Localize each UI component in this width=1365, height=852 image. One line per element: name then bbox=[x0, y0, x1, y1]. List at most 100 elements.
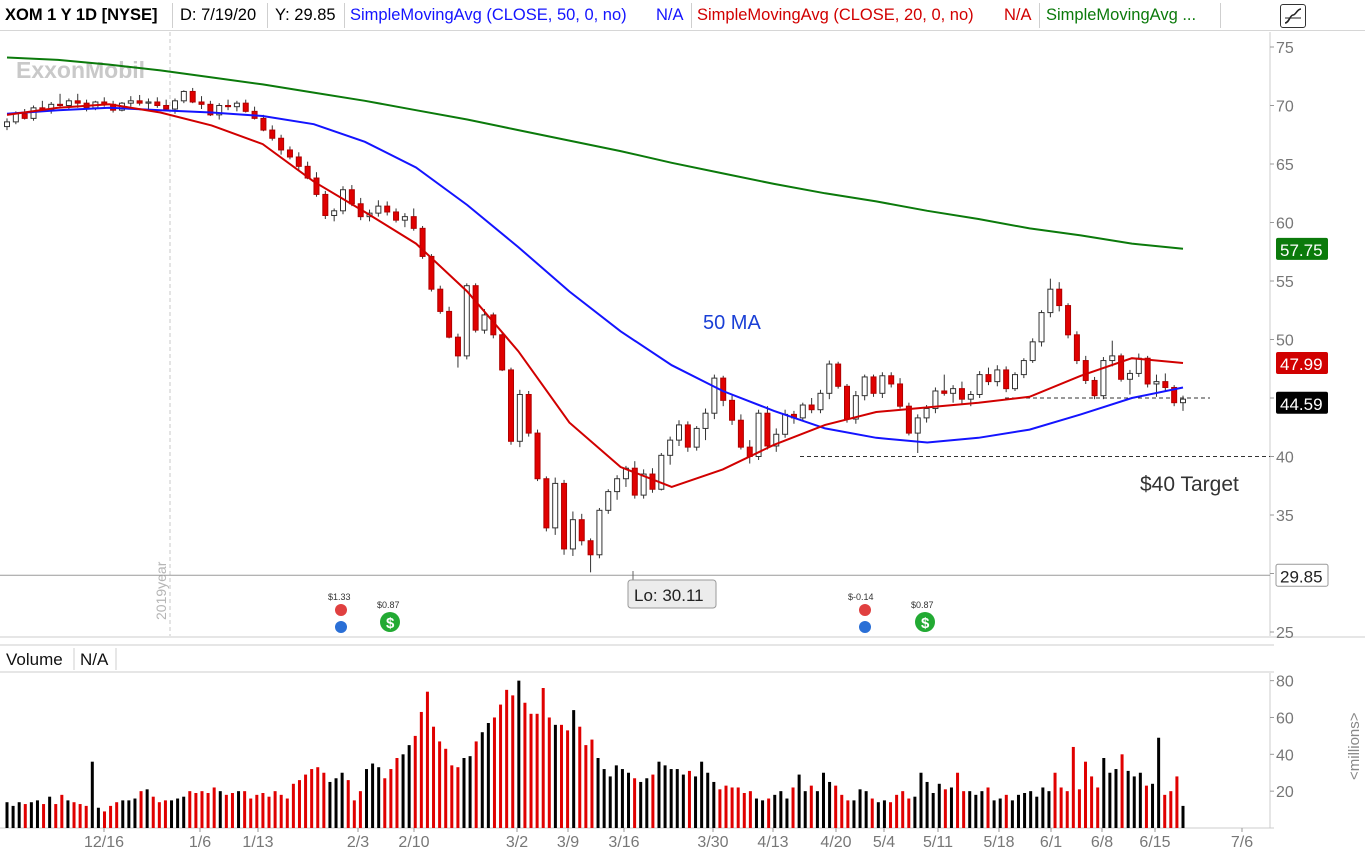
volume-bar bbox=[499, 704, 503, 828]
candle-down bbox=[808, 404, 815, 411]
sma20-study-label[interactable]: SimpleMovingAvg (CLOSE, 20, 0, no) bbox=[697, 6, 974, 24]
volume-bar bbox=[803, 791, 807, 828]
volume-bar bbox=[1077, 789, 1081, 828]
volume-bar bbox=[1090, 776, 1094, 828]
candle-down bbox=[260, 117, 267, 131]
candle-down bbox=[764, 412, 771, 447]
target-annotation: $40 Target bbox=[1140, 473, 1239, 496]
dividend-icon-glyph: $ bbox=[386, 615, 395, 632]
volume-bar bbox=[614, 765, 618, 828]
candle-up bbox=[1126, 372, 1133, 380]
candle-down bbox=[897, 383, 904, 407]
volume-bar bbox=[809, 785, 813, 828]
candle-up bbox=[331, 210, 338, 216]
dividend-value-label: $0.87 bbox=[377, 600, 400, 610]
volume-bar bbox=[212, 787, 216, 828]
volume-bar bbox=[694, 776, 698, 828]
volume-bar bbox=[590, 739, 594, 828]
time-tick-label: 3/2 bbox=[506, 834, 528, 851]
date-readout: D: 7/19/20 bbox=[180, 6, 257, 24]
volume-bar bbox=[529, 713, 533, 828]
volume-bar bbox=[170, 800, 174, 828]
volume-bar bbox=[444, 748, 448, 828]
volume-bar bbox=[754, 798, 758, 828]
chart-style-button[interactable] bbox=[1280, 4, 1306, 28]
candle-down bbox=[941, 390, 948, 394]
volume-bar bbox=[882, 800, 886, 828]
candle-down bbox=[905, 405, 912, 434]
candle-down bbox=[578, 519, 585, 542]
candle-up bbox=[923, 408, 930, 419]
candle-up bbox=[516, 393, 523, 442]
volume-bar bbox=[858, 789, 862, 828]
symbol-label[interactable]: XOM 1 Y 1D [NYSE] bbox=[5, 6, 158, 24]
sma200-study-label[interactable]: SimpleMovingAvg ... bbox=[1046, 6, 1197, 24]
volume-bar bbox=[785, 798, 789, 828]
candle-down bbox=[1144, 357, 1151, 385]
time-tick-label: 2/10 bbox=[398, 834, 429, 851]
volume-bar bbox=[669, 769, 673, 828]
volume-bar bbox=[243, 791, 247, 828]
volume-bar bbox=[176, 798, 180, 828]
time-tick-label: 2/3 bbox=[347, 834, 369, 851]
earnings-value-label: $-0.14 bbox=[848, 592, 874, 602]
candle-down bbox=[393, 211, 400, 221]
volume-bar bbox=[371, 763, 375, 828]
volume-bar bbox=[876, 802, 880, 828]
candle-down bbox=[835, 363, 842, 387]
volume-bar bbox=[11, 805, 15, 828]
time-tick-label: 4/20 bbox=[820, 834, 851, 851]
volume-bar bbox=[48, 796, 52, 828]
candle-up bbox=[799, 404, 806, 419]
candle-up bbox=[614, 478, 621, 493]
volume-bar bbox=[596, 758, 600, 828]
price-badge bbox=[1276, 237, 1328, 260]
earnings-icon bbox=[859, 604, 871, 616]
volume-bar bbox=[84, 805, 88, 828]
price-tick-label: 75 bbox=[1276, 40, 1294, 57]
volume-bar bbox=[401, 754, 405, 828]
volume-bar bbox=[230, 793, 234, 828]
volume-bar bbox=[365, 769, 369, 828]
earnings-report-icon bbox=[859, 621, 871, 633]
volume-bar bbox=[1053, 772, 1057, 828]
candle-down bbox=[207, 103, 214, 116]
candle-down bbox=[225, 105, 232, 108]
candle-down bbox=[1003, 369, 1010, 390]
candle-down bbox=[844, 385, 850, 420]
volume-tick-label: 80 bbox=[1276, 674, 1294, 691]
candle-up bbox=[1180, 398, 1186, 404]
candle-down bbox=[508, 369, 514, 442]
volume-bar bbox=[255, 794, 259, 828]
volume-bar bbox=[1126, 770, 1130, 828]
volume-bar bbox=[602, 769, 606, 828]
volume-bar bbox=[267, 796, 271, 828]
volume-bar bbox=[72, 802, 76, 828]
sma50-study-label[interactable]: SimpleMovingAvg (CLOSE, 50, 0, no) bbox=[350, 6, 627, 24]
volume-bar bbox=[462, 758, 466, 828]
time-tick-label: 5/11 bbox=[923, 834, 953, 851]
volume-bar bbox=[218, 791, 222, 828]
price-tick-label: 55 bbox=[1276, 274, 1294, 291]
volume-bar bbox=[846, 800, 850, 828]
volume-bar bbox=[450, 765, 454, 828]
volume-bar bbox=[188, 791, 192, 828]
time-tick-label: 3/16 bbox=[608, 834, 639, 851]
candle-up bbox=[658, 454, 665, 490]
volume-bar bbox=[115, 802, 119, 828]
dividend-icon bbox=[380, 612, 400, 632]
time-tick-label: 3/9 bbox=[557, 834, 579, 851]
candle-down bbox=[543, 478, 550, 529]
candle-down bbox=[870, 376, 877, 394]
volume-bar bbox=[163, 800, 167, 828]
volume-bar bbox=[864, 791, 868, 828]
candle-down bbox=[21, 113, 28, 119]
candle-up bbox=[172, 100, 178, 110]
volume-bar bbox=[109, 805, 113, 828]
volume-bar bbox=[29, 802, 33, 828]
candle-down bbox=[888, 375, 895, 385]
volume-bar bbox=[919, 772, 923, 828]
time-tick-label: 12/16 bbox=[84, 834, 124, 851]
volume-bar bbox=[730, 787, 734, 828]
volume-bar bbox=[1181, 805, 1185, 828]
